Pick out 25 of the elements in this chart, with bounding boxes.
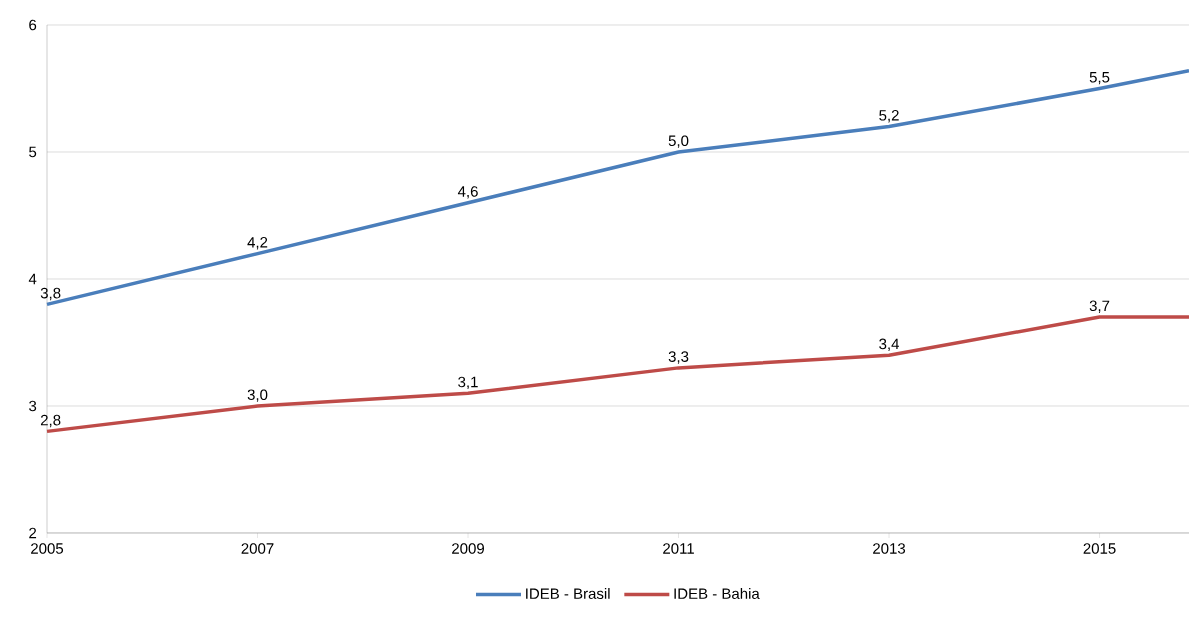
y-tick-label: 4 [28,273,37,285]
data-label: 3,4 [879,338,900,351]
x-tick-label: 2015 [1083,543,1116,554]
data-label: 5,2 [879,110,899,123]
data-label: 4,2 [247,237,268,250]
data-label: 3,0 [247,389,268,402]
x-tick-label: 2009 [452,543,484,554]
y-tick-label: 5 [29,146,37,158]
y-tick-label: 3 [29,400,37,412]
data-label: 4,6 [457,186,478,199]
y-tick-label: 6 [29,19,37,31]
legend-label: IDEB - Bahia [674,587,760,599]
data-label: 5,5 [1089,72,1110,85]
data-label: 3,1 [458,376,478,390]
x-tick-label: 2011 [663,543,694,554]
y-tick-label: 2 [29,527,37,539]
data-label: 3,3 [668,351,689,364]
data-label: 5,0 [668,135,689,148]
x-tick-label: 2013 [873,543,906,554]
data-label: 3,8 [40,287,61,301]
x-tick-label: 2007 [241,543,274,554]
x-tick-label: 2005 [31,543,64,554]
data-label: 2,8 [40,414,61,428]
legend-label: IDEB - Brasil [526,587,610,599]
data-label: 3,7 [1089,300,1110,313]
